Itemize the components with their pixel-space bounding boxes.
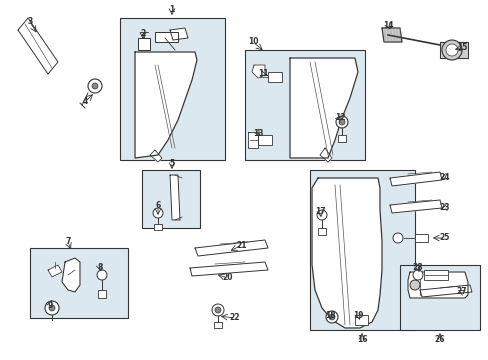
Text: 20: 20 — [223, 274, 233, 283]
Circle shape — [215, 307, 221, 313]
Bar — [214, 322, 222, 328]
Text: 5: 5 — [169, 158, 174, 167]
Polygon shape — [150, 150, 162, 162]
Polygon shape — [389, 200, 441, 213]
Bar — [154, 224, 162, 230]
Circle shape — [212, 304, 224, 316]
Text: 6: 6 — [155, 202, 160, 211]
Circle shape — [441, 40, 461, 60]
Text: 12: 12 — [334, 113, 345, 122]
Circle shape — [338, 119, 345, 125]
Text: 17: 17 — [314, 207, 325, 216]
Bar — [337, 135, 346, 142]
Circle shape — [412, 270, 422, 280]
Polygon shape — [48, 265, 62, 277]
Polygon shape — [190, 262, 267, 276]
Bar — [414, 234, 427, 242]
Polygon shape — [311, 178, 381, 328]
Circle shape — [45, 301, 59, 315]
Text: 14: 14 — [382, 21, 392, 30]
Text: 8: 8 — [97, 264, 102, 273]
Polygon shape — [135, 52, 197, 158]
Bar — [309, 170, 414, 330]
Polygon shape — [381, 28, 401, 42]
Circle shape — [153, 208, 163, 218]
Text: 25: 25 — [439, 234, 449, 243]
Bar — [354, 315, 367, 325]
Text: 22: 22 — [229, 314, 240, 323]
Text: 26: 26 — [434, 336, 445, 345]
Circle shape — [392, 233, 402, 243]
Bar — [423, 270, 447, 280]
Circle shape — [328, 314, 334, 320]
Polygon shape — [439, 42, 467, 58]
Circle shape — [92, 83, 98, 89]
Text: 18: 18 — [324, 310, 335, 320]
Text: 11: 11 — [257, 69, 268, 78]
Polygon shape — [319, 148, 331, 162]
Bar — [142, 170, 200, 228]
Text: 21: 21 — [236, 240, 247, 249]
Text: 16: 16 — [356, 336, 366, 345]
Polygon shape — [195, 240, 267, 256]
Text: 9: 9 — [47, 301, 53, 310]
Polygon shape — [62, 258, 80, 292]
Text: 4: 4 — [82, 98, 87, 107]
Circle shape — [409, 280, 419, 290]
Text: 2: 2 — [140, 28, 145, 37]
Text: 15: 15 — [456, 44, 466, 53]
Polygon shape — [389, 172, 441, 186]
Text: 1: 1 — [169, 5, 174, 14]
Circle shape — [445, 44, 457, 56]
Polygon shape — [18, 18, 58, 74]
Text: 19: 19 — [352, 310, 363, 320]
Text: 28: 28 — [412, 264, 423, 273]
Bar — [258, 135, 271, 145]
Bar — [120, 18, 224, 160]
Circle shape — [97, 270, 107, 280]
Circle shape — [49, 305, 55, 311]
Polygon shape — [289, 58, 357, 158]
Text: 3: 3 — [27, 18, 33, 27]
Text: 13: 13 — [252, 129, 263, 138]
Polygon shape — [170, 175, 180, 220]
Text: 27: 27 — [456, 288, 467, 297]
Polygon shape — [251, 65, 264, 78]
Bar — [155, 32, 178, 42]
Bar — [267, 72, 282, 82]
Polygon shape — [247, 132, 258, 148]
Bar — [399, 265, 479, 330]
Polygon shape — [419, 285, 471, 297]
Text: 24: 24 — [439, 172, 449, 181]
Text: 23: 23 — [439, 203, 449, 212]
Circle shape — [325, 311, 337, 323]
Bar — [30, 248, 128, 318]
Text: 7: 7 — [65, 238, 71, 247]
Bar — [98, 290, 106, 298]
Circle shape — [335, 116, 347, 128]
Polygon shape — [170, 28, 187, 40]
Bar — [317, 228, 325, 235]
Polygon shape — [407, 272, 467, 298]
Circle shape — [316, 210, 326, 220]
Bar — [138, 38, 150, 50]
Circle shape — [88, 79, 102, 93]
Bar — [244, 50, 364, 160]
Text: 10: 10 — [247, 37, 258, 46]
